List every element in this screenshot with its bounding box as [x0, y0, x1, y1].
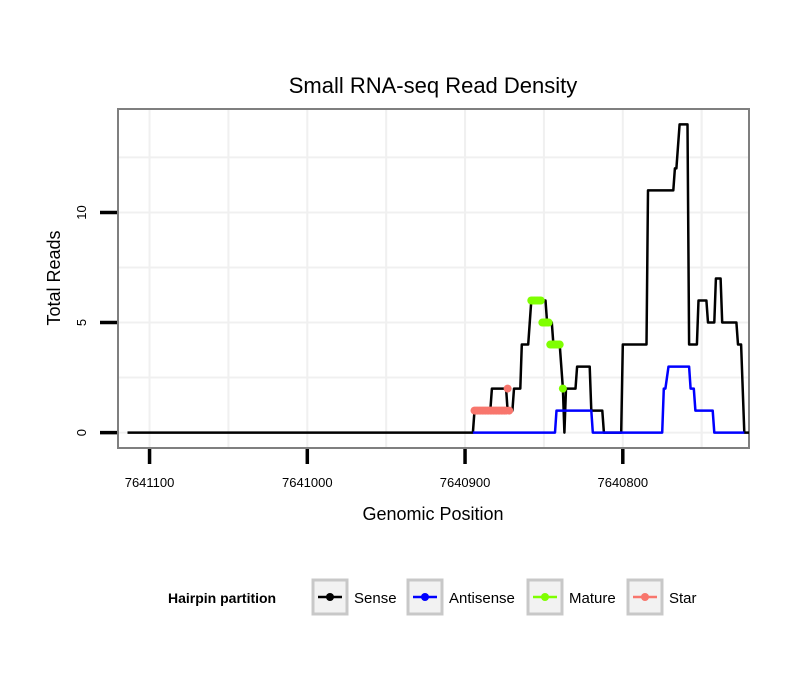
- legend-key-point: [541, 593, 549, 601]
- mature-point: [555, 340, 564, 349]
- x-tick-label: 7640900: [440, 475, 491, 490]
- x-tick-label: 7641000: [282, 475, 333, 490]
- y-tick-label: 10: [74, 205, 89, 219]
- sense-line: [127, 123, 749, 434]
- series-layer: [127, 123, 749, 434]
- x-tick-label: 7640800: [597, 475, 648, 490]
- axes: 7641100 7641000 7640900 7640800 0 5 10: [74, 205, 648, 490]
- chart-title: Small RNA-seq Read Density: [289, 73, 578, 98]
- star-point: [503, 384, 512, 393]
- legend-key-point: [641, 593, 649, 601]
- antisense-line: [472, 365, 745, 434]
- y-tick-label: 0: [74, 429, 89, 436]
- legend-label-sense: Sense: [354, 590, 397, 607]
- legend-key-point: [326, 593, 334, 601]
- legend-label-star: Star: [669, 590, 697, 607]
- mature-point: [544, 318, 553, 327]
- plot-panel: [117, 108, 750, 449]
- legend-label-mature: Mature: [569, 590, 616, 607]
- legend-title: Hairpin partition: [168, 590, 276, 606]
- legend: Hairpin partition Sense Antisense Mature St…: [168, 578, 697, 616]
- x-axis-title: Genomic Position: [362, 504, 503, 524]
- legend-label-antisense: Antisense: [449, 590, 515, 607]
- x-tick-label: 7641100: [125, 475, 175, 490]
- legend-key-point: [421, 593, 429, 601]
- y-axis-title: Total Reads: [44, 230, 64, 325]
- mature-point: [558, 384, 567, 393]
- star-point: [505, 406, 514, 415]
- mature-point: [536, 296, 545, 305]
- grid: [118, 109, 749, 448]
- y-tick-label: 5: [74, 319, 89, 326]
